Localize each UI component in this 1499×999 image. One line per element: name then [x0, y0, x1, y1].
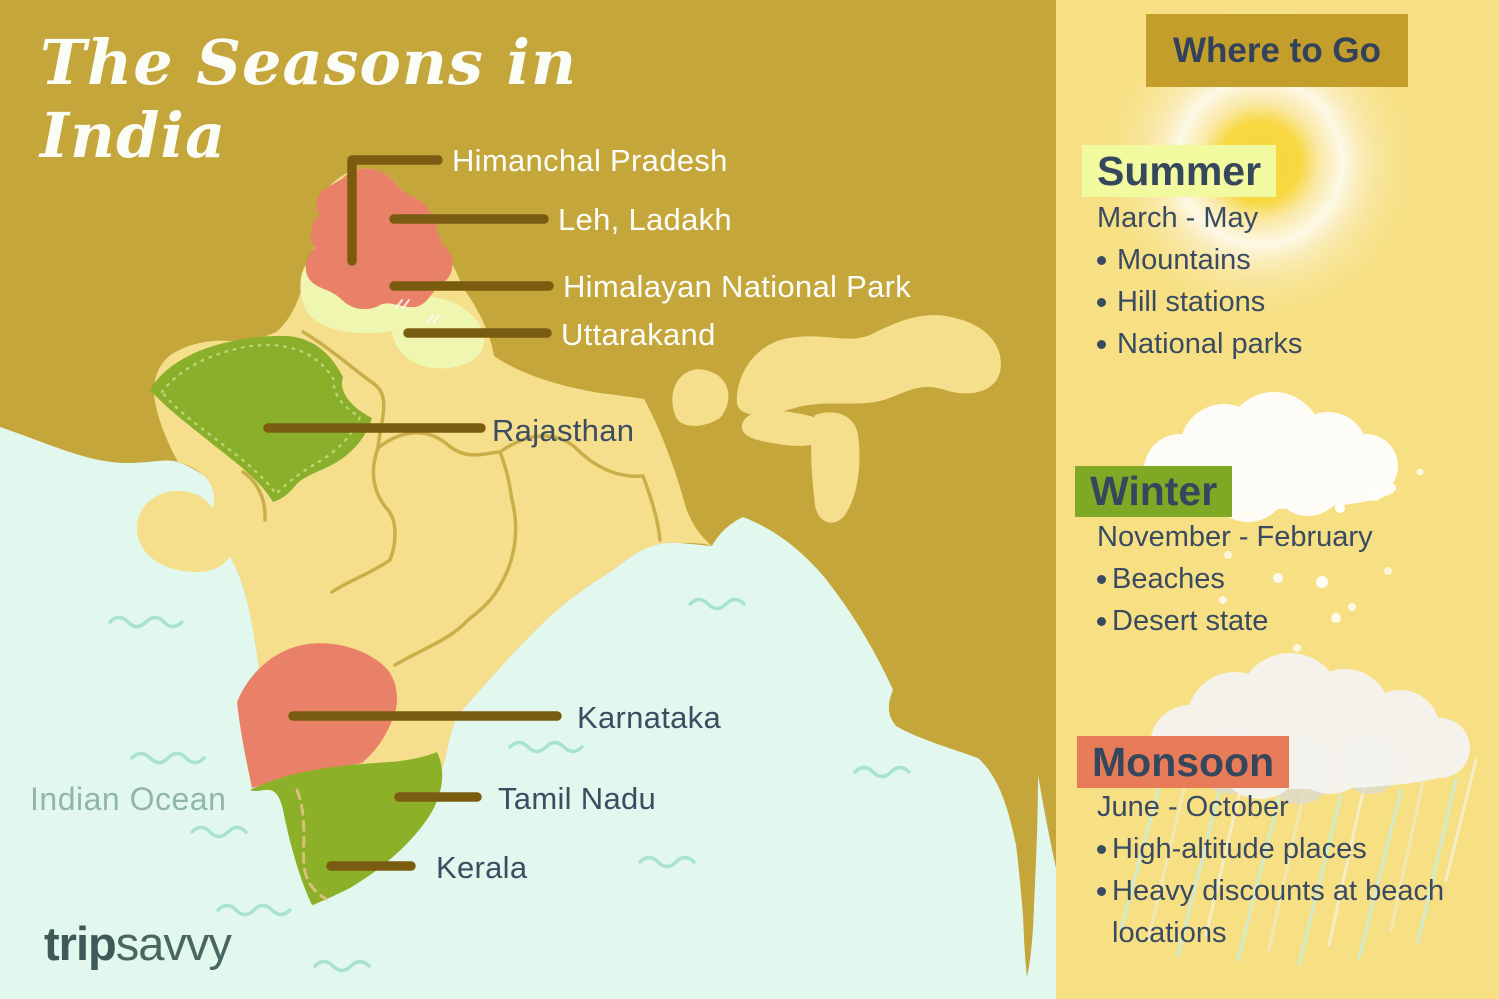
list-item: Hill stations	[1097, 281, 1489, 323]
ocean-waves	[108, 597, 911, 973]
logo-trip: trip	[44, 917, 117, 970]
list-item: Mountains	[1097, 239, 1489, 281]
summer-range: March - May	[1097, 202, 1259, 234]
label-himalayan-national-park: Himalayan National Park	[563, 269, 911, 304]
label-leh-ladakh: Leh, Ladakh	[558, 202, 732, 237]
label-rajasthan: Rajasthan	[492, 413, 634, 448]
summer-heading: Summer	[1082, 145, 1277, 197]
tripsavvy-logo: tripsavvy	[44, 916, 232, 971]
monsoon-heading: Monsoon	[1077, 736, 1290, 788]
region-rajasthan	[150, 335, 372, 502]
list-item: National parks	[1097, 323, 1489, 365]
logo-savvy: savvy	[115, 917, 232, 970]
winter-range: November - February	[1097, 521, 1373, 553]
kerala-dashed-border	[295, 788, 328, 901]
label-lines	[263, 155, 562, 871]
label-himanchal-pradesh: Himanchal Pradesh	[452, 143, 728, 178]
winter-heading: Winter	[1075, 466, 1233, 517]
snow-marks	[395, 299, 440, 323]
bullet-icon	[1097, 617, 1106, 626]
label-karnataka: Karnataka	[577, 700, 721, 735]
snow-flakes	[1219, 468, 1424, 652]
bullet-icon	[1097, 256, 1106, 265]
bullet-icon	[1097, 845, 1106, 854]
rain-streaks	[1119, 743, 1478, 967]
label-kerala: Kerala	[436, 850, 528, 885]
page-title: The Seasons in India	[40, 26, 578, 172]
where-to-go-sidebar: Where to Go Summer March - May Mountains…	[1056, 0, 1499, 999]
monsoon-items: High-altitude places Heavy discounts at …	[1097, 828, 1477, 954]
list-item: Desert state	[1097, 600, 1489, 642]
monsoon-range: June - October	[1097, 791, 1289, 823]
bullet-icon	[1097, 575, 1106, 584]
northeast-states	[672, 315, 1001, 523]
summer-items: Mountains Hill stations National parks	[1097, 239, 1489, 365]
rajasthan-inner-dotted-border	[160, 343, 362, 496]
winter-items: Beaches Desert state	[1097, 558, 1489, 642]
bullet-icon	[1097, 887, 1106, 896]
list-item: Beaches	[1097, 558, 1489, 600]
line-himanchal-pradesh	[347, 155, 443, 266]
list-item: High-altitude places	[1097, 828, 1477, 870]
india-map-panel: Himanchal Pradesh Leh, Ladakh Himalayan …	[0, 26, 1056, 999]
list-item: Heavy discounts at beach locations	[1097, 870, 1477, 954]
state-borders	[241, 330, 662, 667]
label-tamil-nadu: Tamil Nadu	[498, 781, 656, 816]
where-to-go-header: Where to Go	[1146, 14, 1408, 87]
bullet-icon	[1097, 298, 1106, 307]
region-leh-ladakh	[305, 168, 453, 310]
bullet-icon	[1097, 340, 1106, 349]
indian-ocean-label: Indian Ocean	[30, 781, 226, 817]
india-map: Himanchal Pradesh Leh, Ladakh Himalayan …	[0, 143, 1056, 999]
label-uttarakand: Uttarakand	[561, 317, 716, 352]
